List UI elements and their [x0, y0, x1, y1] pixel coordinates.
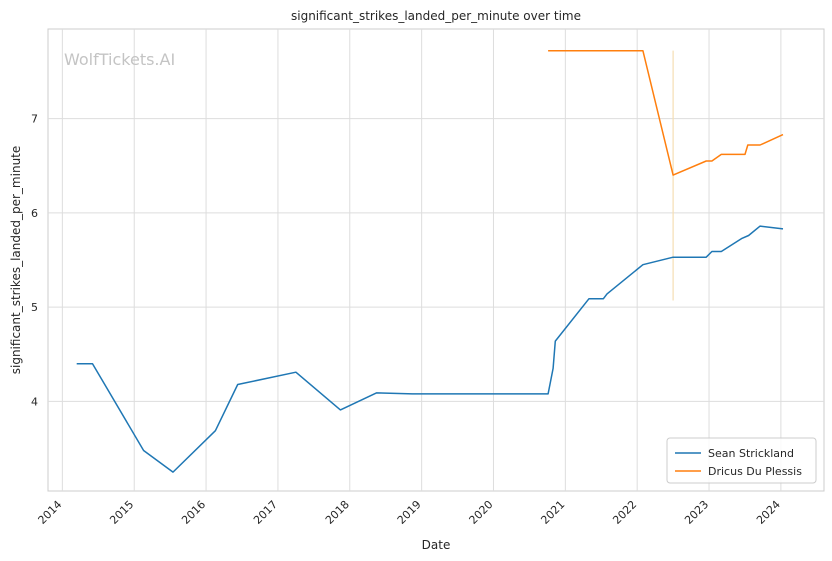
x-axis-title: Date	[422, 538, 451, 552]
watermark: WolfTickets.AI	[64, 50, 175, 69]
series-line-dricus-du-plessis	[548, 49, 784, 176]
grid	[48, 29, 824, 491]
chart-title: significant_strikes_landed_per_minute ov…	[291, 9, 581, 23]
legend-label: Sean Strickland	[708, 447, 794, 460]
legend: Sean Strickland Dricus Du Plessis	[666, 437, 817, 484]
legend-label: Dricus Du Plessis	[708, 465, 802, 478]
y-axis-title: significant_strikes_landed_per_minute	[9, 146, 23, 375]
y-tick-label: 4	[31, 395, 38, 408]
y-tick-label: 5	[31, 301, 38, 314]
y-axis: 4 5 6 7	[31, 113, 38, 409]
y-tick-label: 6	[31, 207, 38, 220]
y-tick-label: 7	[31, 113, 38, 126]
legend-box	[666, 437, 817, 484]
series-line-sean-strickland	[76, 225, 784, 473]
series-group	[76, 49, 784, 473]
plot-area	[47, 28, 825, 492]
plot-frame	[47, 28, 825, 492]
